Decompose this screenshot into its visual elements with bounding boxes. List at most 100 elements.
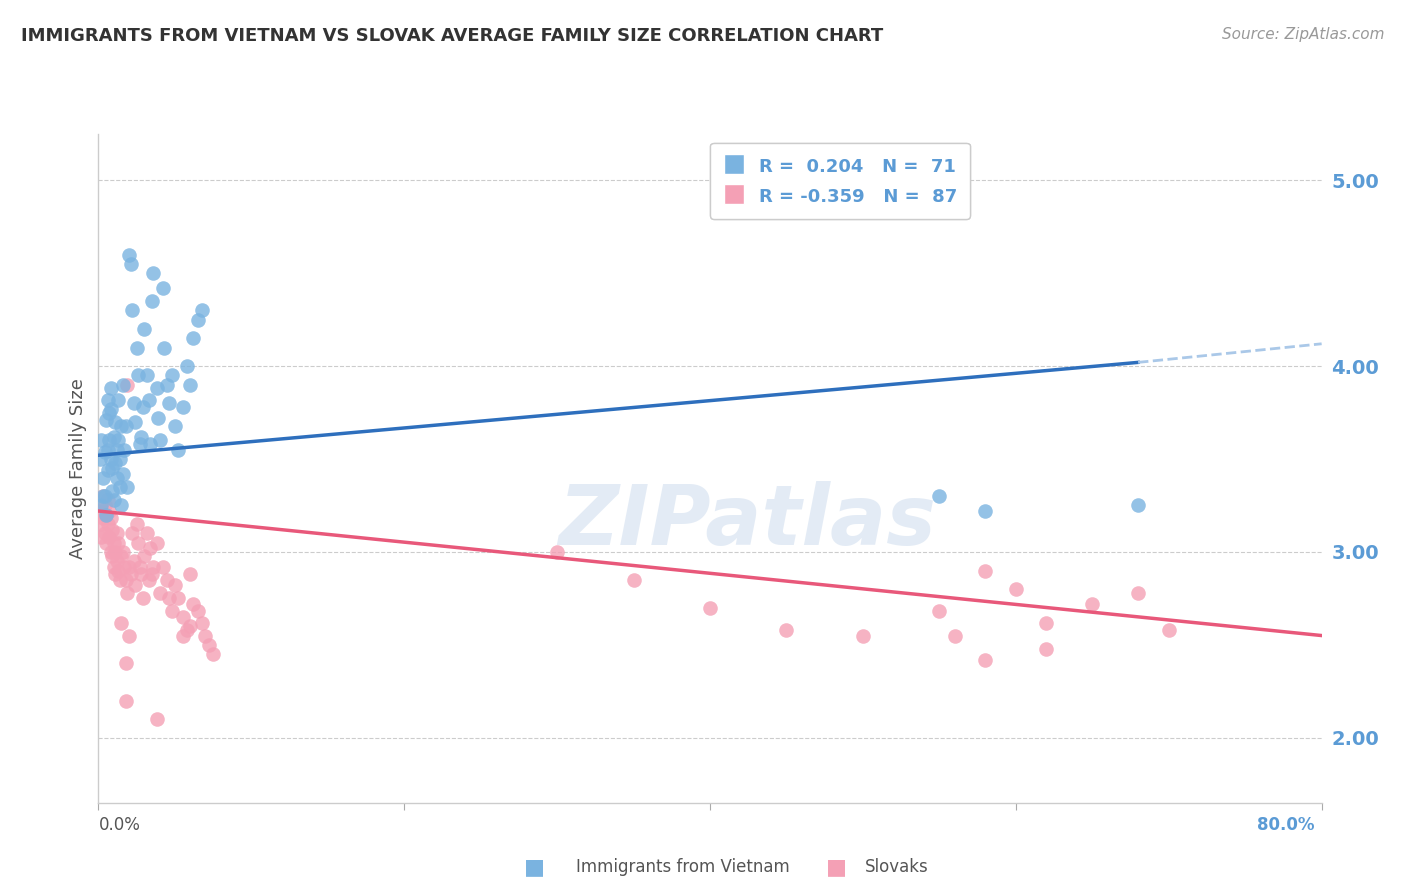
Point: [94, 508, 117, 522]
Point: [1035, 641, 1057, 656]
Point: [194, 628, 217, 642]
Point: [157, 396, 180, 410]
Legend: R =  0.204   N =  71, R = -0.359   N =  87: R = 0.204 N = 71, R = -0.359 N = 87: [710, 143, 970, 219]
Point: [546, 545, 568, 559]
Point: [104, 456, 127, 470]
Point: [1157, 623, 1180, 637]
Point: [115, 573, 138, 587]
Point: [974, 504, 997, 518]
Point: [100, 452, 122, 467]
Point: [943, 628, 966, 642]
Point: [145, 712, 167, 726]
Point: [98, 406, 121, 420]
Text: ■: ■: [827, 857, 846, 877]
Point: [142, 559, 165, 574]
Point: [163, 418, 186, 433]
Point: [100, 381, 122, 395]
Point: [90, 530, 112, 544]
Point: [132, 400, 155, 414]
Point: [202, 647, 225, 661]
Point: [110, 549, 132, 563]
Point: [97, 463, 120, 477]
Point: [136, 368, 159, 383]
Point: [699, 600, 721, 615]
Point: [91, 470, 114, 484]
Text: ■: ■: [524, 857, 544, 877]
Point: [104, 567, 127, 582]
Point: [91, 489, 114, 503]
Point: [97, 517, 120, 532]
Point: [100, 401, 122, 416]
Point: [179, 619, 201, 633]
Point: [107, 564, 129, 578]
Point: [111, 545, 134, 559]
Point: [191, 615, 214, 630]
Y-axis label: Average Family Size: Average Family Size: [69, 378, 87, 558]
Point: [90, 434, 112, 448]
Point: [163, 578, 186, 592]
Text: ZIPatlas: ZIPatlas: [558, 482, 935, 562]
Point: [623, 573, 645, 587]
Point: [91, 511, 114, 525]
Point: [108, 452, 131, 467]
Point: [124, 415, 146, 429]
Point: [103, 535, 125, 549]
Point: [107, 392, 129, 407]
Point: [152, 559, 174, 574]
Point: [105, 470, 128, 484]
Point: [98, 530, 121, 544]
Point: [124, 578, 146, 592]
Point: [98, 504, 121, 518]
Point: [974, 653, 997, 667]
Point: [187, 312, 209, 326]
Point: [132, 591, 155, 606]
Point: [117, 480, 139, 494]
Point: [775, 623, 797, 637]
Point: [187, 604, 209, 618]
Point: [112, 559, 135, 574]
Text: Slovaks: Slovaks: [865, 858, 928, 876]
Point: [110, 418, 132, 433]
Point: [120, 257, 142, 271]
Point: [128, 437, 150, 451]
Point: [118, 628, 141, 642]
Point: [928, 489, 950, 503]
Point: [145, 381, 167, 395]
Point: [160, 604, 183, 618]
Point: [89, 504, 111, 518]
Point: [125, 517, 148, 532]
Point: [134, 322, 156, 336]
Point: [127, 368, 149, 383]
Point: [172, 610, 194, 624]
Point: [110, 615, 132, 630]
Point: [89, 452, 111, 467]
Point: [104, 545, 127, 559]
Point: [103, 559, 125, 574]
Point: [90, 499, 112, 513]
Point: [125, 341, 148, 355]
Point: [93, 526, 115, 541]
Point: [156, 573, 179, 587]
Point: [117, 586, 139, 600]
Point: [103, 430, 125, 444]
Text: IMMIGRANTS FROM VIETNAM VS SLOVAK AVERAGE FAMILY SIZE CORRELATION CHART: IMMIGRANTS FROM VIETNAM VS SLOVAK AVERAG…: [21, 27, 883, 45]
Point: [101, 523, 124, 537]
Point: [100, 511, 122, 525]
Point: [134, 549, 156, 563]
Point: [181, 331, 204, 345]
Point: [127, 535, 149, 549]
Point: [1128, 586, 1150, 600]
Point: [153, 341, 176, 355]
Point: [129, 430, 152, 444]
Point: [160, 368, 183, 383]
Point: [157, 591, 180, 606]
Point: [115, 418, 138, 433]
Point: [118, 247, 141, 261]
Point: [141, 294, 163, 309]
Point: [108, 573, 131, 587]
Point: [172, 628, 194, 642]
Point: [118, 559, 141, 574]
Point: [176, 623, 198, 637]
Point: [167, 591, 190, 606]
Point: [179, 377, 201, 392]
